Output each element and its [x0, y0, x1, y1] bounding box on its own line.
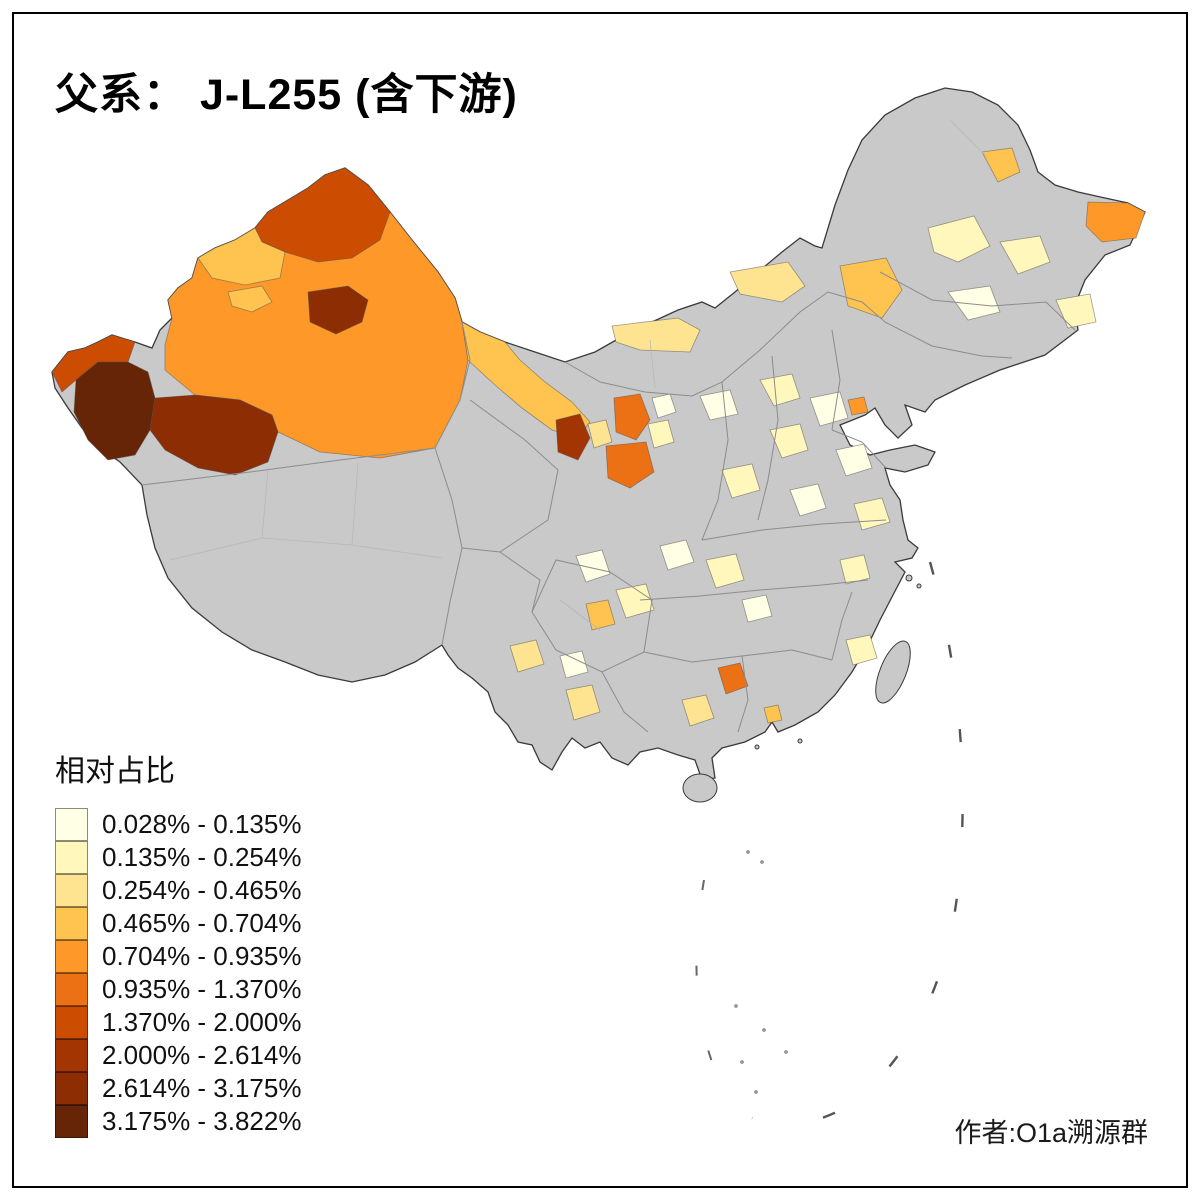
- map-region: [613, 393, 651, 441]
- sea-islet: [746, 850, 750, 854]
- prefecture-borders: [169, 119, 989, 631]
- attribution: 作者:O1a溯源群: [954, 1118, 1148, 1148]
- sea-islet: [760, 860, 764, 864]
- map-region: [587, 419, 613, 449]
- legend-swatch: [55, 1039, 88, 1072]
- map-region: [721, 463, 761, 499]
- map-region: [763, 704, 783, 724]
- legend-title: 相对占比: [55, 755, 175, 788]
- legend-swatch: [55, 907, 88, 940]
- coastal-island: [916, 583, 922, 589]
- legend-label: 2.000% - 2.614%: [102, 1040, 302, 1070]
- map-region: [615, 583, 655, 619]
- coastal-island: [754, 744, 760, 750]
- map-region: [555, 413, 591, 461]
- map-region: [51, 334, 136, 393]
- map-region: [585, 599, 616, 631]
- legend-item: 3.175% - 3.822%: [55, 1105, 301, 1138]
- page-title: 父系： J-L255 (含下游): [55, 71, 518, 119]
- map-region: [559, 650, 589, 679]
- province-borders: [141, 271, 1076, 733]
- legend-item: 0.935% - 1.370%: [55, 973, 301, 1006]
- map-region: [149, 394, 279, 476]
- legend-swatch: [55, 808, 88, 841]
- legend-item: 0.028% - 0.135%: [55, 808, 301, 841]
- map-region: [835, 443, 873, 477]
- map-region: [717, 662, 749, 695]
- nine-dash-line: [695, 561, 964, 1126]
- legend-swatch: [55, 973, 88, 1006]
- map-region: [759, 373, 801, 407]
- legend-label: 0.135% - 0.254%: [102, 842, 302, 872]
- legend-item: 2.000% - 2.614%: [55, 1039, 301, 1072]
- map-region: [809, 391, 849, 427]
- legend-item: 1.370% - 2.000%: [55, 1006, 301, 1039]
- map-region: [927, 215, 991, 263]
- legend-swatch: [55, 841, 88, 874]
- map-region: [729, 261, 806, 303]
- legend-item: 0.135% - 0.254%: [55, 841, 301, 874]
- map-region: [647, 419, 675, 449]
- map-region: [605, 441, 655, 489]
- map-region: [1055, 293, 1097, 329]
- legend-item: 0.254% - 0.465%: [55, 874, 301, 907]
- legend-label: 3.175% - 3.822%: [102, 1106, 302, 1136]
- map-region: [254, 167, 391, 263]
- legend-item: 2.614% - 3.175%: [55, 1072, 301, 1105]
- map-region: [769, 423, 809, 459]
- legend: 相对占比 0.028% - 0.135% 0.135% - 0.254% 0.2…: [55, 746, 301, 1138]
- hainan-island: [682, 773, 718, 803]
- islands: [682, 574, 922, 803]
- map-region: [845, 634, 878, 666]
- map-region: [651, 393, 677, 419]
- map-region: [705, 553, 745, 589]
- legend-label: 2.614% - 3.175%: [102, 1073, 302, 1103]
- legend-swatch: [55, 940, 88, 973]
- legend-swatch: [55, 1072, 88, 1105]
- sea-islet: [784, 1050, 788, 1054]
- map-region: [1085, 201, 1146, 243]
- map-region: [659, 539, 695, 571]
- legend-swatch: [55, 1006, 88, 1039]
- map-region: [981, 147, 1021, 183]
- legend-items: 0.028% - 0.135% 0.135% - 0.254% 0.254% -…: [55, 808, 301, 1138]
- sea-islet: [754, 1090, 758, 1094]
- legend-label: 0.028% - 0.135%: [102, 809, 302, 839]
- legend-label: 0.704% - 0.935%: [102, 941, 302, 971]
- legend-label: 0.465% - 0.704%: [102, 908, 302, 938]
- map-region: [565, 684, 601, 721]
- map-region: [509, 639, 545, 673]
- map-region: [699, 389, 739, 421]
- map-region: [227, 285, 273, 313]
- sea-islet: [762, 1028, 766, 1032]
- coastal-island: [797, 738, 803, 744]
- choropleth-regions: [51, 147, 1146, 727]
- taiwan-island: [875, 640, 911, 704]
- map-region: [307, 285, 369, 335]
- map-region: [575, 549, 611, 583]
- legend-label: 1.370% - 2.000%: [102, 1007, 302, 1037]
- map-region: [847, 396, 869, 416]
- legend-item: 0.465% - 0.704%: [55, 907, 301, 940]
- map-region: [789, 483, 827, 517]
- legend-swatch: [55, 874, 88, 907]
- sea-islet: [740, 1060, 744, 1064]
- map-region: [999, 235, 1051, 275]
- map-region: [741, 594, 773, 623]
- sea-islet: [734, 1004, 738, 1008]
- map-region: [681, 694, 715, 727]
- legend-label: 0.935% - 1.370%: [102, 974, 302, 1004]
- map-region: [947, 285, 1001, 321]
- legend-label: 0.254% - 0.465%: [102, 875, 302, 905]
- map-region: [839, 554, 871, 585]
- legend-item: 0.704% - 0.935%: [55, 940, 301, 973]
- legend-swatch: [55, 1105, 88, 1138]
- coastal-island: [905, 574, 913, 582]
- map-region: [611, 317, 701, 353]
- map-region: [839, 257, 903, 319]
- map-region: [197, 227, 286, 286]
